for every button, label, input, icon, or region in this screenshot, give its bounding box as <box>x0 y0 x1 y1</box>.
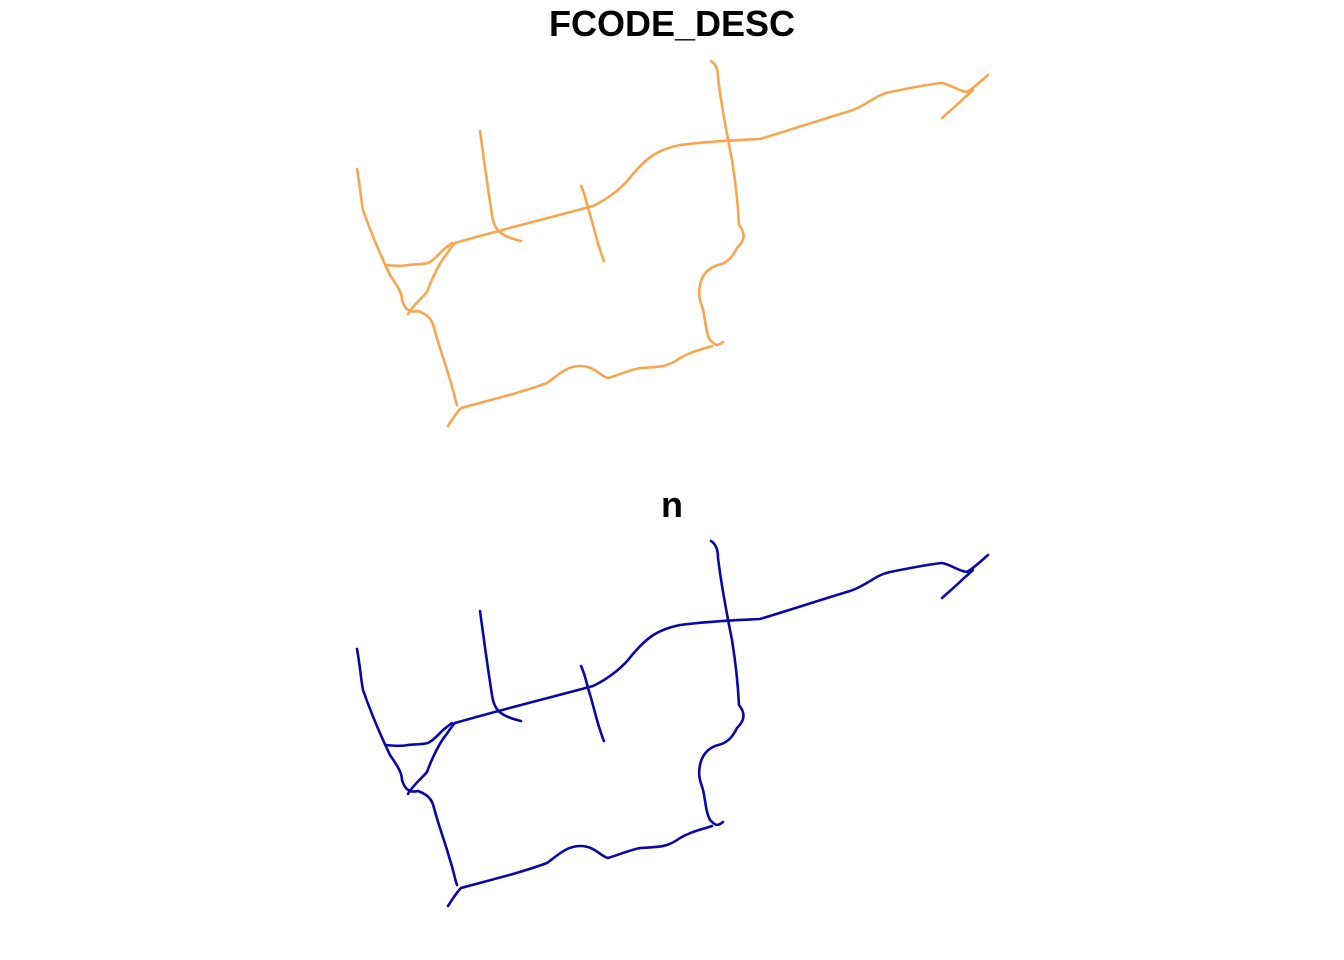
short-north-south-road <box>581 186 604 261</box>
west-vertical-road <box>357 649 457 885</box>
road-network-map-fcode-desc <box>0 0 1344 480</box>
west-connector-road <box>408 723 455 794</box>
north-south-east-road <box>699 541 743 825</box>
north-east-spur-road <box>942 570 973 598</box>
west-connector-road <box>408 243 455 314</box>
north-south-east-road <box>699 61 743 345</box>
south-road <box>448 826 712 906</box>
west-vertical-road <box>357 169 457 405</box>
north-south-middle-road <box>480 131 521 241</box>
road-network-map-n <box>0 480 1344 960</box>
north-south-middle-road <box>480 611 521 721</box>
short-north-south-road <box>581 666 604 741</box>
north-east-spur-road <box>942 90 973 118</box>
south-road <box>448 346 712 426</box>
